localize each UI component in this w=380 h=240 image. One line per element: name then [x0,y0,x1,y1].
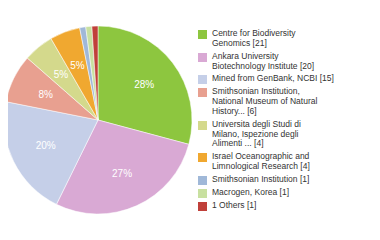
svg-text:28%: 28% [134,79,154,90]
html-text:Smithsonian Institution, Natio: Smithsonian Institution, National Museum… [212,86,318,116]
svg-text:8%: 8% [39,89,54,100]
svg-text:27%: 27% [112,168,132,179]
html-text:1 Others [1]: 1 Others [1] [212,199,257,210]
html-text:Macrogen, Korea [1]: Macrogen, Korea [1] [212,186,289,197]
svg-text:5%: 5% [70,60,85,71]
html-text:Israel Oceanographic and Limno: Israel Oceanographic and Limnological Re… [212,151,310,171]
html-text:Mined from GenBank, NCBI [15]: Mined from GenBank, NCBI [15] [212,73,334,84]
html-text:Universita degli Studi di Mila: Universita degli Studi di Milano, Ispezi… [212,118,301,149]
html-text:Smithsonian Institution [1]: Smithsonian Institution [1] [212,173,310,184]
html-text:Centre for Biodiversity Genomi: Centre for Biodiversity Genomics [21] [212,28,296,49]
svg-text:20%: 20% [36,140,56,151]
svg-text:5%: 5% [54,69,69,80]
html-text:Ankara University Biotechnolog: Ankara University Biotechnology Institut… [212,50,315,71]
